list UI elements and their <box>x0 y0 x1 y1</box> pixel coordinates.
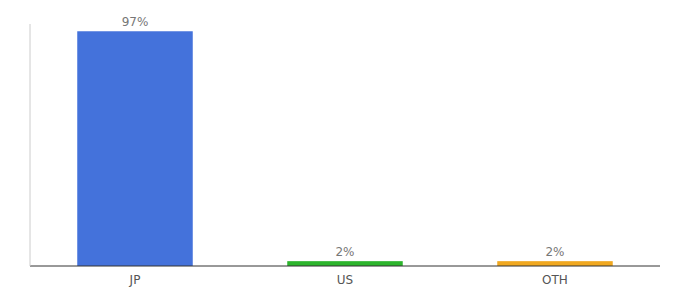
x-tick-labels: JP US OTH <box>129 273 568 287</box>
bar <box>287 261 403 266</box>
chart-container: 97% 2% 2% JP US OTH <box>0 0 680 300</box>
data-labels: 97% 2% 2% <box>122 15 565 259</box>
x-axis-line <box>30 266 660 267</box>
x-tick-label: OTH <box>542 273 568 287</box>
y-axis-line <box>30 24 31 266</box>
data-label: 2% <box>335 245 354 259</box>
chart: 97% 2% 2% JP US OTH <box>0 0 680 300</box>
data-label: 97% <box>122 15 149 29</box>
x-tick-label: US <box>337 273 353 287</box>
data-label: 2% <box>545 245 564 259</box>
bars <box>77 31 613 266</box>
bar <box>497 261 613 266</box>
x-tick-label: JP <box>129 273 141 287</box>
bar <box>77 31 193 266</box>
